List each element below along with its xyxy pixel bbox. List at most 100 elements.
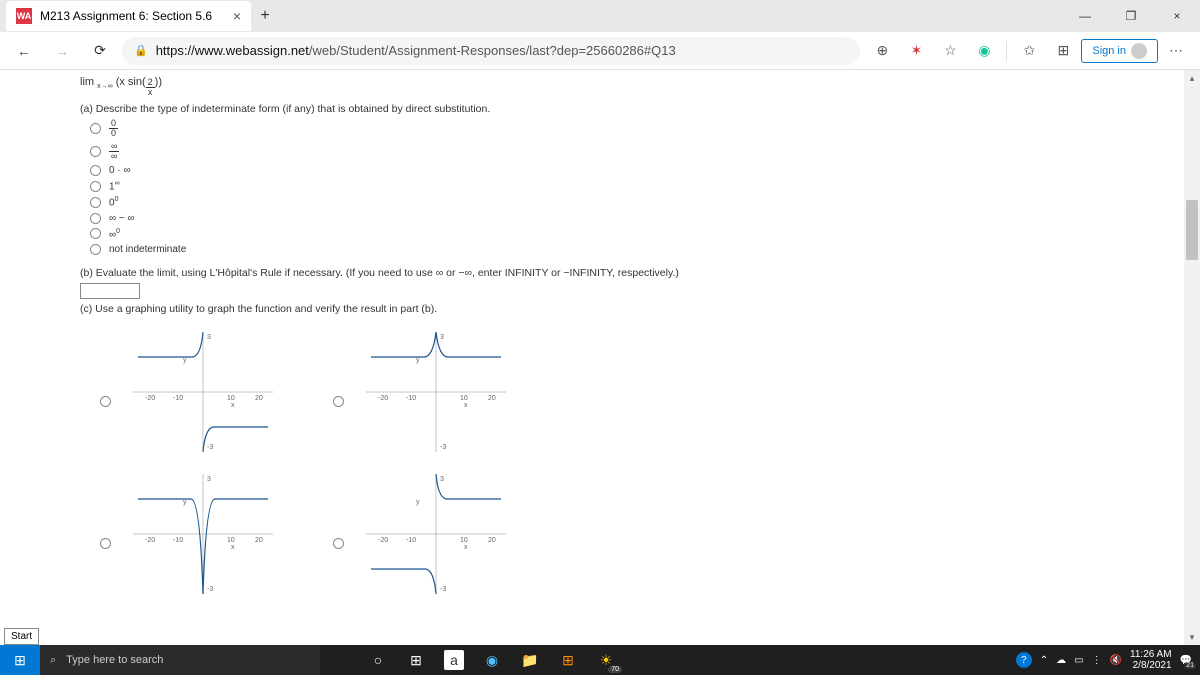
graph-radio-4[interactable] — [333, 538, 344, 549]
explorer-icon[interactable]: 📁 — [512, 645, 548, 675]
graph-option-3[interactable]: -20 -10 10 20 3 -3 y x — [100, 469, 283, 599]
part-b-text: (b) Evaluate the limit, using L'Hôpital'… — [80, 267, 1120, 279]
graph-4: -20 -10 10 20 3 -3 y x — [356, 469, 516, 599]
svg-text:-3: -3 — [207, 586, 213, 593]
taskbar-apps: ○ ⊞ a ◉ 📁 ⊞ ☀ 70 — [360, 645, 624, 675]
back-button[interactable]: ← — [8, 35, 40, 67]
part-a-text: (a) Describe the type of indeterminate f… — [80, 103, 1120, 115]
svg-text:y: y — [416, 499, 420, 506]
option-inf-minus-inf[interactable]: ∞ − ∞ — [90, 213, 1120, 224]
new-tab-button[interactable]: + — [251, 2, 279, 30]
window-titlebar: WA M213 Assignment 6: Section 5.6 × + — … — [0, 0, 1200, 32]
svg-text:-10: -10 — [406, 537, 416, 544]
taskbar-search[interactable]: ⌕ Type here to search — [40, 645, 320, 675]
system-tray: ? ⌃ ☁ ▭ ⋮ 🔇 11:26 AM 2/8/2021 💬 21 — [1016, 649, 1200, 671]
wifi-icon[interactable]: ⋮ — [1092, 655, 1102, 666]
store-icon[interactable]: ⊞ — [550, 645, 586, 675]
svg-text:-20: -20 — [378, 395, 388, 402]
toolbar-right: ⊕ ✶ ☆ ◉ ✩ ⊞ Sign in ⋯ — [866, 35, 1192, 67]
svg-text:20: 20 — [255, 537, 263, 544]
option-inf-0[interactable]: ∞0 — [90, 228, 1120, 240]
option-0-0[interactable]: 00 — [90, 119, 1120, 138]
notifications-icon[interactable]: 💬 21 — [1180, 655, 1192, 666]
answer-input[interactable] — [80, 283, 140, 299]
clock[interactable]: 11:26 AM 2/8/2021 — [1130, 649, 1172, 671]
url-text: https://www.webassign.net/web/Student/As… — [156, 43, 676, 58]
graph-radio-1[interactable] — [100, 396, 111, 407]
svg-text:3: 3 — [207, 334, 211, 341]
svg-text:3: 3 — [207, 476, 211, 483]
taskview-icon[interactable]: ⊞ — [398, 645, 434, 675]
graph-option-4[interactable]: -20 -10 10 20 3 -3 y x — [333, 469, 516, 599]
svg-text:x: x — [231, 402, 235, 409]
svg-text:-10: -10 — [406, 395, 416, 402]
graph-option-1[interactable]: -20 -10 10 20 3 -3 y x — [100, 327, 283, 457]
svg-text:y: y — [183, 499, 187, 506]
weather-icon[interactable]: ☀ 70 — [588, 645, 624, 675]
graph-option-2[interactable]: -20 -10 10 20 3 -3 y x — [333, 327, 516, 457]
svg-text:-20: -20 — [145, 395, 155, 402]
svg-text:10: 10 — [227, 395, 235, 402]
scroll-up-icon[interactable]: ▴ — [1184, 70, 1200, 86]
vertical-scrollbar[interactable]: ▴ ▾ — [1184, 70, 1200, 645]
search-placeholder: Type here to search — [66, 654, 163, 666]
graph-3: -20 -10 10 20 3 -3 y x — [123, 469, 283, 599]
extension-icon[interactable]: ✶ — [900, 35, 932, 67]
indeterminate-options: 00 ∞∞ 0 · ∞ 1∞ 00 ∞ − ∞ ∞0 not indetermi… — [90, 119, 1120, 255]
browser-tab[interactable]: WA M213 Assignment 6: Section 5.6 × — [6, 1, 251, 31]
option-0-times-inf[interactable]: 0 · ∞ — [90, 165, 1120, 176]
grammarly-icon[interactable]: ◉ — [968, 35, 1000, 67]
svg-text:-3: -3 — [440, 586, 446, 593]
graph-radio-2[interactable] — [333, 396, 344, 407]
address-bar[interactable]: 🔒 https://www.webassign.net/web/Student/… — [122, 37, 860, 65]
start-button[interactable]: ⊞ — [0, 645, 40, 675]
graph-radio-3[interactable] — [100, 538, 111, 549]
start-label[interactable]: Start — [4, 628, 39, 645]
option-inf-inf[interactable]: ∞∞ — [90, 142, 1120, 161]
maximize-button[interactable]: ❐ — [1108, 0, 1154, 32]
tray-chevron-icon[interactable]: ⌃ — [1040, 655, 1048, 666]
option-1-inf[interactable]: 1∞ — [90, 180, 1120, 192]
svg-text:y: y — [183, 357, 187, 364]
edge-icon[interactable]: ◉ — [474, 645, 510, 675]
option-not-indeterminate[interactable]: not indeterminate — [90, 244, 1120, 255]
cortana-icon[interactable]: ○ — [360, 645, 396, 675]
refresh-button[interactable]: ⟳ — [84, 35, 116, 67]
scroll-down-icon[interactable]: ▾ — [1184, 629, 1200, 645]
scroll-thumb[interactable] — [1186, 200, 1198, 260]
svg-text:10: 10 — [227, 537, 235, 544]
svg-text:x: x — [231, 544, 235, 551]
forward-button[interactable]: → — [46, 35, 78, 67]
graph-2: -20 -10 10 20 3 -3 y x — [356, 327, 516, 457]
collections-icon[interactable]: ⊞ — [1047, 35, 1079, 67]
svg-text:x: x — [464, 402, 468, 409]
battery-icon[interactable]: ▭ — [1074, 655, 1083, 666]
graph-1: -20 -10 10 20 3 -3 y x — [123, 327, 283, 457]
tab-close-icon[interactable]: × — [233, 8, 241, 24]
volume-icon[interactable]: 🔇 — [1110, 655, 1122, 666]
more-icon[interactable]: ⋯ — [1160, 35, 1192, 67]
zoom-icon[interactable]: ⊕ — [866, 35, 898, 67]
tab-title: M213 Assignment 6: Section 5.6 — [40, 9, 212, 23]
browser-toolbar: ← → ⟳ 🔒 https://www.webassign.net/web/St… — [0, 32, 1200, 70]
avatar-icon — [1131, 43, 1147, 59]
onedrive-icon[interactable]: ☁ — [1056, 655, 1066, 666]
lock-icon: 🔒 — [134, 44, 148, 57]
svg-text:20: 20 — [488, 537, 496, 544]
svg-text:-3: -3 — [207, 444, 213, 451]
window-controls: — ❐ × — [1062, 0, 1200, 32]
signin-button[interactable]: Sign in — [1081, 39, 1158, 63]
svg-text:-20: -20 — [378, 537, 388, 544]
search-icon: ⌕ — [50, 654, 56, 667]
option-0-0-power[interactable]: 00 — [90, 196, 1120, 208]
fav-star-icon[interactable]: ✩ — [1013, 35, 1045, 67]
help-icon[interactable]: ? — [1016, 652, 1032, 668]
favorites-icon[interactable]: ☆ — [934, 35, 966, 67]
svg-text:-10: -10 — [173, 537, 183, 544]
minimize-button[interactable]: — — [1062, 0, 1108, 32]
svg-text:3: 3 — [440, 476, 444, 483]
svg-text:10: 10 — [460, 395, 468, 402]
svg-text:20: 20 — [488, 395, 496, 402]
app-a-icon[interactable]: a — [444, 650, 464, 670]
close-window-button[interactable]: × — [1154, 0, 1200, 32]
